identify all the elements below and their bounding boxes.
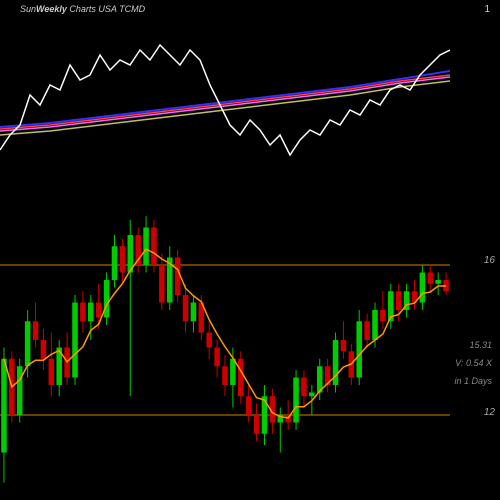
days-info: in 1 Days (454, 376, 492, 386)
current-price: 15.31 (469, 340, 492, 350)
price-label-12: 12 (484, 407, 495, 418)
page-number: 1 (484, 4, 490, 15)
chart-title: SunWeekly Charts USA TCMD (20, 4, 145, 14)
volume-info: V: 0.54 X (455, 358, 492, 368)
price-panel (0, 190, 450, 490)
price-label-16: 16 (484, 255, 495, 266)
indicator-panel (0, 35, 450, 180)
